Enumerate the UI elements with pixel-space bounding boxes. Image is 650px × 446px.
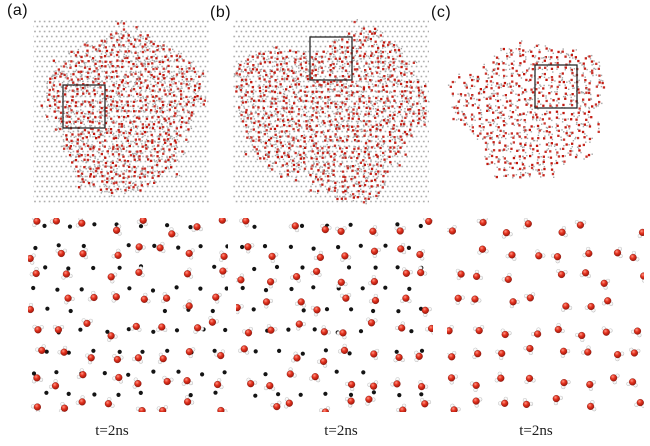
panel-b-overview (233, 18, 430, 205)
time-label-b: t=2ns (324, 423, 358, 439)
panel-a-zoom-magnified (28, 218, 228, 412)
panel-c-zoom-magnified (447, 218, 644, 412)
panel-a-label: (a) (7, 2, 29, 19)
zoom-box-b (309, 36, 353, 81)
substrate-lattice (33, 18, 209, 204)
panel-a-overview (33, 18, 209, 204)
zoom-box-c (534, 64, 578, 109)
time-label-a: t=2ns (95, 423, 129, 439)
panel-c-label: (c) (431, 4, 452, 21)
substrate-lattice (233, 18, 429, 204)
panel-b-label: (b) (210, 4, 232, 21)
time-label-c: t=2ns (519, 423, 553, 439)
panel-b-zoom-magnified (236, 218, 433, 412)
panel-c-overview (447, 40, 606, 179)
zoom-box-a (62, 84, 106, 129)
